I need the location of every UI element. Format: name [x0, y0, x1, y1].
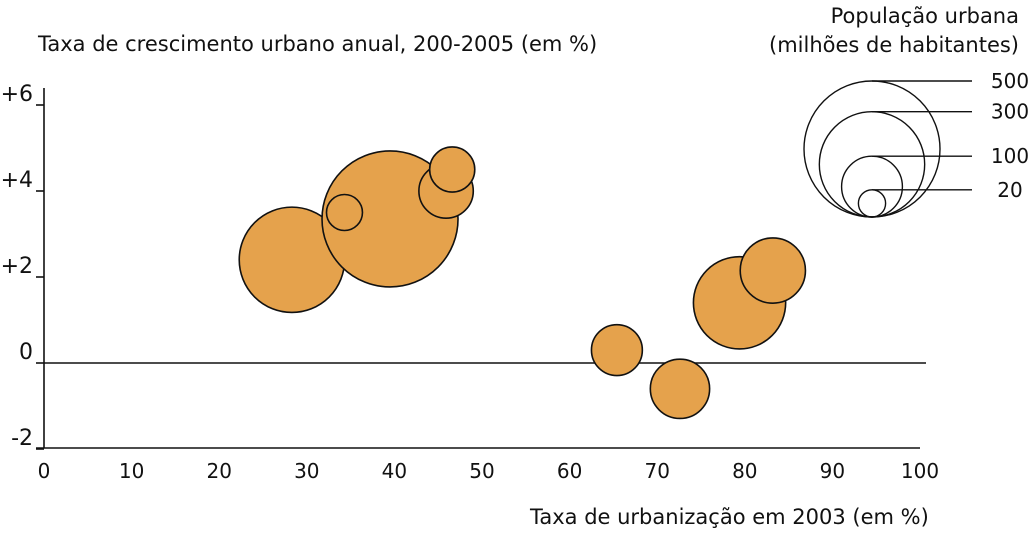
- legend-circle: [803, 80, 941, 218]
- legend-title-line2: (milhões de habitantes): [769, 33, 1019, 57]
- x-tick-label: 30: [294, 459, 319, 483]
- x-tick-label: 60: [557, 459, 582, 483]
- x-tick-label: 100: [901, 459, 939, 483]
- y-axis-title: Taxa de crescimento urbano anual, 200-20…: [38, 32, 598, 56]
- data-bubble: [590, 323, 644, 377]
- data-bubble: [649, 358, 711, 420]
- axes: +6+4+20-20 10 20 30 40 50 60 70 80 90 100: [1, 82, 940, 483]
- size-legend: 500 300 100 20: [803, 69, 1029, 218]
- legend-circle: [818, 110, 926, 218]
- legend-title: População urbana (milhões de habitantes): [769, 2, 1019, 60]
- y-tick-label: +4: [1, 168, 33, 193]
- y-tick-label: 0: [19, 340, 33, 365]
- x-tick-label: 90: [820, 459, 845, 483]
- x-axis-title: Taxa de urbanização em 2003 (em %): [530, 505, 929, 529]
- legend-title-line1: População urbana: [830, 4, 1019, 28]
- legend-circle: [840, 155, 904, 218]
- x-tick-label: 10: [119, 459, 144, 483]
- x-tick-label: 80: [732, 459, 757, 483]
- x-tick-label: 40: [382, 459, 407, 483]
- legend-size-label: 500: [991, 69, 1029, 93]
- y-tick-label: +2: [1, 254, 33, 279]
- y-tick-label: -2: [11, 426, 33, 451]
- data-bubble: [428, 146, 476, 193]
- legend-size-label: 300: [991, 100, 1029, 124]
- y-tick-label: +6: [1, 82, 33, 107]
- legend-circle: [857, 189, 887, 218]
- data-bubble: [739, 237, 807, 304]
- x-tick-label: 50: [469, 459, 494, 483]
- legend-size-label: 20: [997, 178, 1022, 202]
- legend-size-label: 100: [991, 144, 1029, 168]
- x-tick-label: 70: [644, 459, 669, 483]
- bubbles: [238, 146, 807, 420]
- x-tick-label: 20: [206, 459, 231, 483]
- x-tick-label: 0: [38, 459, 51, 483]
- data-bubble: [325, 193, 364, 232]
